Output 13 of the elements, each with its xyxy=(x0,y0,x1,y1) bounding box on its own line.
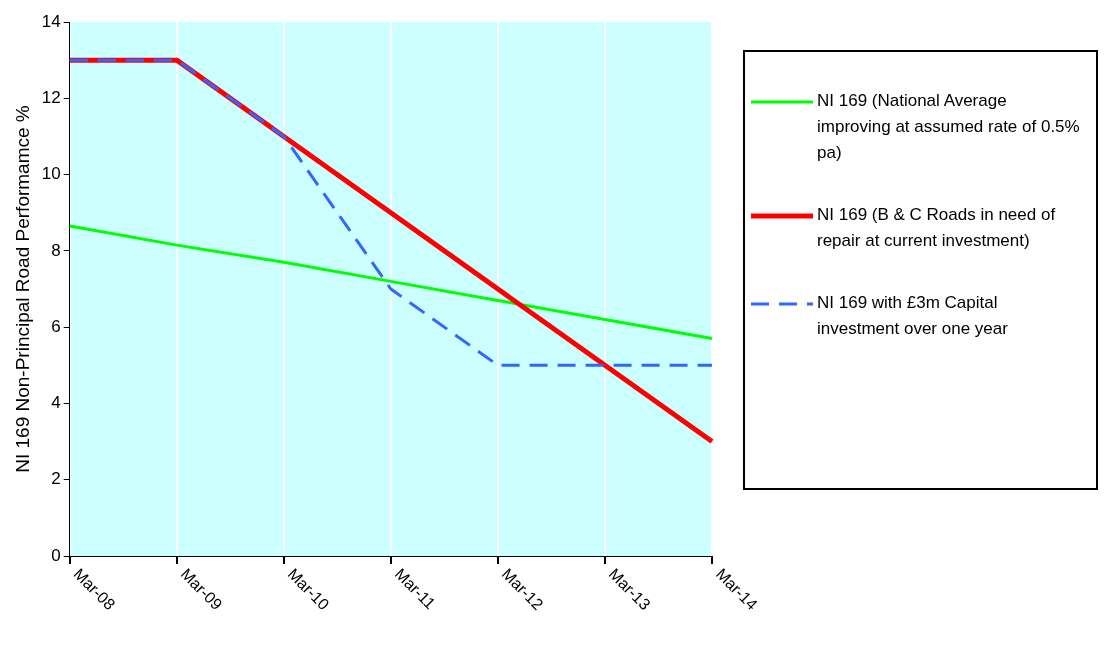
y-tick-label: 10 xyxy=(41,164,61,184)
legend-label: NI 169 with £3m Capital investment over one year xyxy=(817,292,1009,340)
y-tick-label: 12 xyxy=(41,87,61,107)
y-tick-label: 0 xyxy=(51,545,61,565)
y-tick-label: 14 xyxy=(41,11,61,31)
y-tick-label: 2 xyxy=(51,469,61,489)
y-axis-title: NI 169 Non-Principal Road Performamce % xyxy=(11,105,33,473)
y-tick-label: 6 xyxy=(51,316,61,336)
y-tick-label: 4 xyxy=(51,393,61,413)
legend-label: NI 169 (National Average improving at assumed rate of 0.5% pa) xyxy=(817,90,1081,164)
legend-label: NI 169 (B & C Roads in need of repair at current investment) xyxy=(817,204,1057,252)
y-tick-label: 8 xyxy=(51,240,61,260)
line-series xyxy=(68,58,714,367)
